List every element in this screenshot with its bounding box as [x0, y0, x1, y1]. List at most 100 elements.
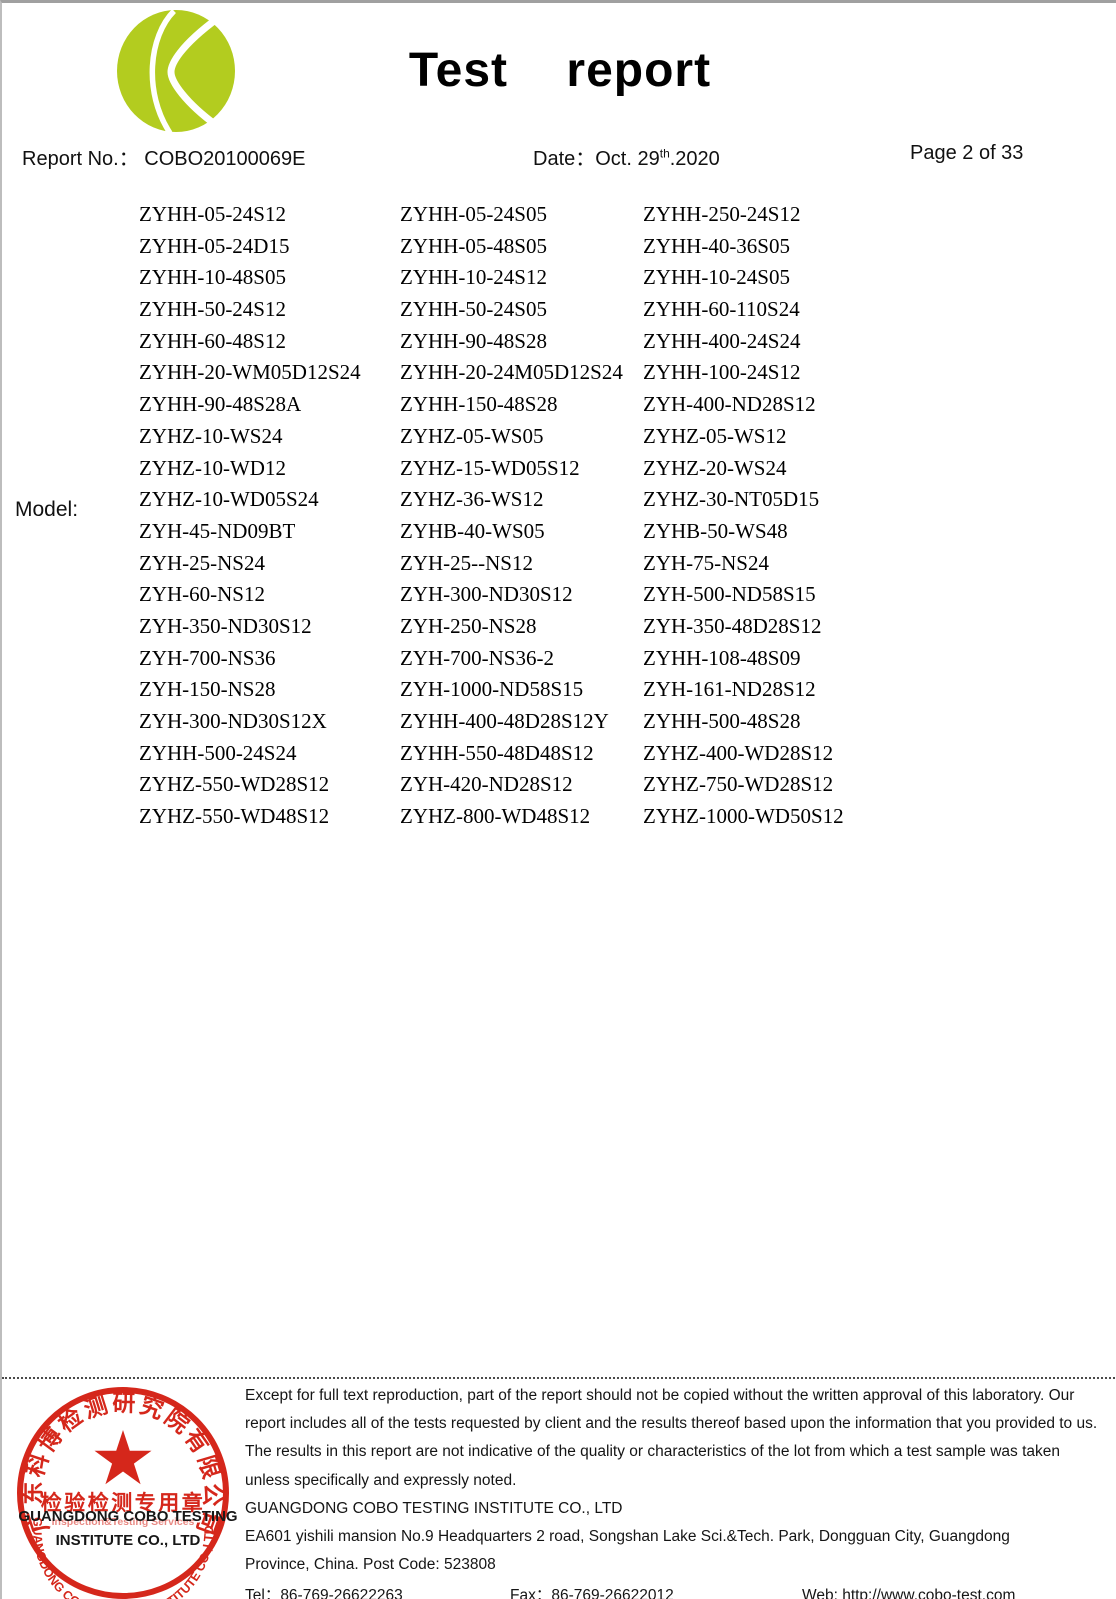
model-number: ZYHB-50-WS48	[643, 518, 788, 543]
model-row: ZYHH-05-24D15 ZYHH-05-48S05 ZYHH-40-36S05	[2, 234, 1116, 266]
model-number: ZYHH-50-24S05	[400, 297, 547, 322]
page-title: Test report	[2, 43, 1116, 98]
model-number: ZYH-350-ND30S12	[139, 613, 312, 638]
disclaimer-line: report includes all of the tests request…	[245, 1415, 1098, 1433]
model-number: ZYH-500-ND58S15	[643, 582, 816, 607]
model-number: ZYHZ-400-WD28S12	[643, 740, 834, 765]
footer-contact-row: Tel：86-769-26622263 Fax：86-769-26622012 …	[245, 1582, 1107, 1599]
model-number: ZYHZ-05-WS12	[643, 423, 787, 448]
model-number: ZYH-420-ND28S12	[400, 772, 573, 797]
model-row: ZYHH-05-24S12 ZYHH-05-24S05 ZYHH-250-24S12	[2, 202, 1116, 234]
model-number: ZYH-700-NS36	[139, 645, 276, 670]
model-number: ZYH-60-NS12	[139, 582, 265, 607]
date-label: Date：	[533, 148, 596, 170]
report-number-value: COBO20100069E	[144, 148, 306, 170]
model-number: ZYHH-400-48D28S12Y	[400, 709, 609, 733]
model-row: ZYHZ-10-WD05S24 ZYHZ-36-WS12 ZYHZ-30-NT05D…	[2, 487, 1116, 519]
page-number: Page 2 of 33	[910, 142, 1024, 164]
model-number: ZYHH-550-48D48S12	[400, 740, 594, 765]
model-number: ZYHZ-36-WS12	[400, 487, 544, 512]
model-number: ZYHH-10-48S05	[139, 265, 286, 290]
footer-web: Web: http://www.cobo-test.com	[802, 1587, 1016, 1599]
model-number: ZYH-1000-ND58S15	[400, 677, 584, 702]
footer-company-name: GUANGDONG COBO TESTING INSTITUTE CO., LT…	[245, 1499, 623, 1517]
model-number: ZYHH-500-24S24	[139, 740, 297, 765]
title-word-report: report	[566, 44, 712, 97]
model-number: ZYHB-40-WS05	[400, 518, 545, 543]
stamp-overlay-line1: GUANGDONG COBO TESTING	[18, 1508, 238, 1525]
stamp-star-icon	[94, 1430, 152, 1485]
model-number: ZYH-350-48D28S12	[643, 613, 822, 638]
stamp-sub-text: Inspection&Testing Services	[52, 1516, 195, 1528]
footer-address-line2: Province, China. Post Code: 523808	[245, 1556, 496, 1574]
model-number: ZYHH-60-110S24	[643, 297, 800, 322]
model-number: ZYHZ-10-WS24	[139, 423, 283, 448]
model-row: ZYH-350-ND30S12 ZYH-250-NS28 ZYH-350-48D28…	[2, 614, 1116, 646]
company-seal-stamp: 广东科博检测研究院有限公司 检验检测专用章 Inspection&Testing…	[17, 1387, 229, 1599]
model-number: ZYHZ-10-WD05S24	[139, 487, 319, 512]
model-number: ZYHH-400-24S24	[643, 328, 801, 353]
model-number: ZYHZ-30-NT05D15	[643, 487, 820, 512]
model-row: ZYHZ-550-WD28S12 ZYH-420-ND28S12 ZYHZ-750-…	[2, 772, 1116, 804]
model-number: ZYHH-10-24S05	[643, 265, 790, 290]
footer-address-line1: EA601 yishili mansion No.9 Headquarters …	[245, 1528, 1010, 1546]
model-number: ZYHH-20-WM05D12S24	[139, 360, 361, 385]
model-row: ZYHH-500-24S24 ZYHH-550-48D48S12 ZYHZ-400-…	[2, 741, 1116, 773]
footer-separator-line	[2, 1377, 1116, 1379]
model-grid: ZYHH-05-24S12 ZYHH-05-24S05 ZYHH-250-24S12…	[2, 202, 1116, 836]
model-number: ZYH-25--NS12	[400, 550, 533, 575]
model-number: ZYH-300-ND30S12	[400, 582, 573, 607]
model-number: ZYHH-05-48S05	[400, 233, 547, 258]
model-number: ZYHH-50-24S12	[139, 297, 286, 322]
report-date: Date：Oct. 29th.2020	[533, 142, 720, 171]
model-number: ZYH-25-NS24	[139, 550, 265, 575]
model-row: ZYH-300-ND30S12X ZYHH-400-48D28S12Y ZYHH-5…	[2, 709, 1116, 741]
model-number: ZYHH-90-48S28A	[139, 392, 302, 417]
model-number: ZYHZ-550-WD28S12	[139, 772, 330, 797]
date-ordinal-suffix: th	[659, 146, 670, 161]
model-row: ZYHH-90-48S28A ZYHH-150-48S28 ZYH-400-ND28…	[2, 392, 1116, 424]
title-word-test: Test	[408, 44, 509, 97]
model-row: ZYH-45-ND09BT ZYHB-40-WS05 ZYHB-50-WS48	[2, 519, 1116, 551]
report-number-label: Report No.：	[22, 148, 139, 170]
model-number: ZYH-45-ND09BT	[139, 518, 296, 543]
model-row: ZYH-150-NS28 ZYH-1000-ND58S15 ZYH-161-ND28…	[2, 677, 1116, 709]
footer-tel: Tel：86-769-26622263	[245, 1587, 403, 1599]
model-number: ZYHZ-10-WD12	[139, 455, 286, 480]
model-number: ZYH-75-NS24	[643, 550, 769, 575]
model-number: ZYHH-05-24S12	[139, 202, 286, 226]
model-number: ZYH-150-NS28	[139, 677, 276, 702]
model-row: ZYHH-50-24S12 ZYHH-50-24S05 ZYHH-60-110S24	[2, 297, 1116, 329]
model-number: ZYHZ-800-WD48S12	[400, 804, 591, 829]
model-row: ZYHZ-10-WS24 ZYHZ-05-WS05 ZYHZ-05-WS12	[2, 424, 1116, 456]
model-number: ZYHH-150-48S28	[400, 392, 558, 417]
model-number: ZYHH-60-48S12	[139, 328, 286, 353]
model-row: ZYHH-60-48S12 ZYHH-90-48S28 ZYHH-400-24S24	[2, 329, 1116, 361]
model-number: ZYHZ-20-WS24	[643, 455, 787, 480]
model-number: ZYH-300-ND30S12X	[139, 709, 327, 733]
model-number: ZYHZ-05-WS05	[400, 423, 544, 448]
model-number: ZYHH-40-36S05	[643, 233, 790, 258]
model-number: ZYHH-10-24S12	[400, 265, 547, 290]
date-main: Oct. 29	[595, 148, 660, 170]
model-number: ZYH-700-NS36-2	[400, 645, 554, 670]
model-number: ZYH-400-ND28S12	[643, 392, 816, 417]
model-number: ZYHH-05-24D15	[139, 233, 290, 258]
model-label: Model:	[15, 498, 79, 521]
disclaimer-line: unless specifically and expressly noted.	[245, 1471, 517, 1489]
model-row: ZYHH-20-WM05D12S24 ZYHH-20-24M05D12S24 ZYH…	[2, 360, 1116, 392]
model-row: ZYH-700-NS36 ZYH-700-NS36-2 ZYHH-108-48S09	[2, 646, 1116, 678]
model-number: ZYHH-100-24S12	[643, 360, 801, 385]
disclaimer-line: Except for full text reproduction, part …	[245, 1387, 1075, 1404]
date-year: .2020	[669, 148, 720, 170]
stamp-overlay-company-text: GUANGDONG COBO TESTING INSTITUTE CO., LT…	[18, 1505, 238, 1553]
model-number: ZYHH-108-48S09	[643, 645, 801, 670]
cobo-logo-icon	[117, 9, 235, 134]
model-number: ZYHZ-1000-WD50S12	[643, 804, 844, 829]
model-row: ZYHZ-550-WD48S12 ZYHZ-800-WD48S12 ZYHZ-100…	[2, 804, 1116, 836]
disclaimer: Except for full text reproduction, part …	[245, 1382, 1107, 1495]
model-number: ZYHZ-550-WD48S12	[139, 804, 330, 829]
model-number: ZYHZ-15-WD05S12	[400, 455, 580, 480]
stamp-overlay-line2: INSTITUTE CO., LTD	[55, 1532, 201, 1549]
